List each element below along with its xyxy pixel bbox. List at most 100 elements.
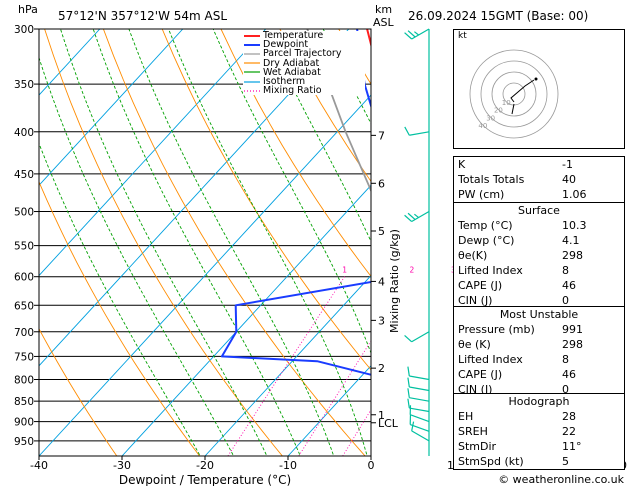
row-value: 22 (562, 425, 576, 438)
wind-barb (409, 405, 430, 423)
mixing-ratio-line (227, 276, 345, 456)
wind-barb (407, 388, 430, 402)
table-row: StmSpd (kt) 5 (454, 454, 624, 469)
hodograph-ring-label: 40 (478, 122, 487, 130)
legend-item: Wet Adiabat (243, 66, 365, 78)
pressure-tick-label: 950 (14, 436, 34, 448)
table-row: Dewp (°C) 4.1 (454, 233, 624, 248)
hodograph-ring-label: 20 (494, 107, 503, 115)
row-value: 10.3 (562, 219, 587, 232)
row-label: StmSpd (kt) (458, 455, 524, 468)
row-label: Totals Totals (458, 173, 525, 186)
dry-adiabat-line (161, 29, 371, 371)
isotherm-line (39, 94, 371, 456)
dry-adiabat-line (220, 29, 371, 278)
legend-swatch (244, 43, 260, 46)
row-label: StmDir (458, 440, 497, 453)
legend-item: Dry Adiabat (243, 58, 365, 68)
pressure-tick-label: 500 (14, 207, 34, 219)
height-tick-label: 1 (378, 409, 385, 422)
legend-item: Dewpoint (243, 39, 365, 51)
table-row: CAPE (J) 46 (454, 367, 624, 382)
row-value: 11° (562, 440, 582, 453)
wet-adiabat-line (60, 29, 268, 456)
legend-item: Temperature (243, 31, 365, 40)
hpa-label: hPa (18, 3, 38, 16)
wind-barb (404, 211, 430, 223)
row-label: PW (cm) (458, 188, 505, 201)
isotherm-line (121, 184, 371, 456)
table-row: Lifted Index 8 (454, 352, 624, 367)
dry-adiabat-line (39, 180, 200, 456)
table-row: CIN (J) 0 (454, 382, 624, 397)
table-row: CIN (J) 0 (454, 293, 624, 308)
legend-swatch (244, 34, 260, 37)
hodograph-endpoint (534, 77, 538, 81)
wind-barb (411, 421, 430, 442)
pressure-tick-label: 450 (14, 169, 34, 181)
pressure-tick-label: 550 (14, 241, 34, 253)
hodograph-ring-label: 30 (486, 114, 495, 122)
table-row: θe (K) 298 (454, 337, 624, 352)
isotherm-line (204, 274, 371, 456)
legend-label: Temperature (263, 30, 324, 41)
wind-barb (404, 28, 430, 40)
pressure-tick-label: 850 (14, 396, 34, 408)
temperature-tick-label: -10 (279, 459, 297, 472)
table-row: Totals Totals 40 (454, 172, 624, 187)
row-label: EH (458, 410, 474, 423)
isotherm-line (39, 29, 267, 277)
mixing-ratio-label: 2 (409, 266, 414, 275)
height-tick-label: 3 (378, 314, 385, 327)
legend-label: Wet Adiabat (263, 66, 321, 78)
table-row: CAPE (J) 46 (454, 278, 624, 293)
isotherm-line (39, 29, 350, 367)
wet-adiabat-line (212, 29, 371, 355)
legend-swatch (244, 62, 260, 64)
row-value: 28 (562, 410, 576, 423)
row-label: SREH (458, 425, 488, 438)
legend-item: Mixing Ratio (243, 86, 365, 95)
pressure-tick-label: 300 (14, 24, 34, 36)
legend-item: Isotherm (243, 77, 365, 86)
wind-barb (407, 377, 430, 392)
pressure-tick-label: 600 (14, 272, 34, 284)
height-tick-label: 5 (378, 225, 385, 238)
indices-table: K -1 Totals Totals 40 PW (cm) 1.06 (453, 156, 625, 203)
surface-table: Surface Temp (°C) 10.3 Dewp (°C) 4.1 θe(K) 29… (453, 202, 625, 309)
wind-barb (404, 331, 430, 343)
row-value: 8 (562, 264, 569, 277)
mixing-ratio-axis-title: Mixing Ratio (g/kg) (388, 229, 401, 333)
wet-adiabat-line (92, 29, 301, 456)
table-row: PW (cm) 1.06 (454, 187, 624, 202)
row-value: 4.1 (562, 234, 580, 247)
isotherm-line (39, 29, 184, 186)
height-tick-label: 2 (378, 362, 385, 375)
wet-adiabat-line (128, 29, 335, 456)
dry-adiabat-line (39, 327, 118, 456)
pressure-tick-label: 750 (14, 351, 34, 363)
legend-swatch (244, 90, 260, 92)
height-tick-label: 4 (378, 275, 385, 288)
row-value: 5 (562, 455, 569, 468)
temperature-line (366, 29, 371, 49)
dewpoint-line (220, 29, 371, 376)
row-value: -1 (562, 158, 573, 171)
temperature-tick-label: 0 (368, 459, 375, 472)
location-title: 57°12'N 357°12'W 54m ASL (58, 9, 227, 23)
legend-item: Parcel Trajectory (243, 48, 365, 60)
legend-label: Dewpoint (263, 39, 309, 51)
hodograph-panel: kt 40 30 20 10 (453, 29, 625, 149)
parcel-trajectory-line (306, 29, 371, 193)
legend-label: Parcel Trajectory (263, 48, 342, 60)
table-row: StmDir 11° (454, 439, 624, 454)
pressure-tick-label: 350 (14, 79, 34, 91)
row-value: 8 (562, 353, 569, 366)
most-unstable-title: Most Unstable (499, 308, 579, 321)
row-value: 46 (562, 279, 576, 292)
table-row: Temp (°C) 10.3 (454, 218, 624, 233)
table-row: θe(K) 298 (454, 248, 624, 263)
dry-adiabat-line (44, 29, 283, 456)
row-value: 46 (562, 368, 576, 381)
